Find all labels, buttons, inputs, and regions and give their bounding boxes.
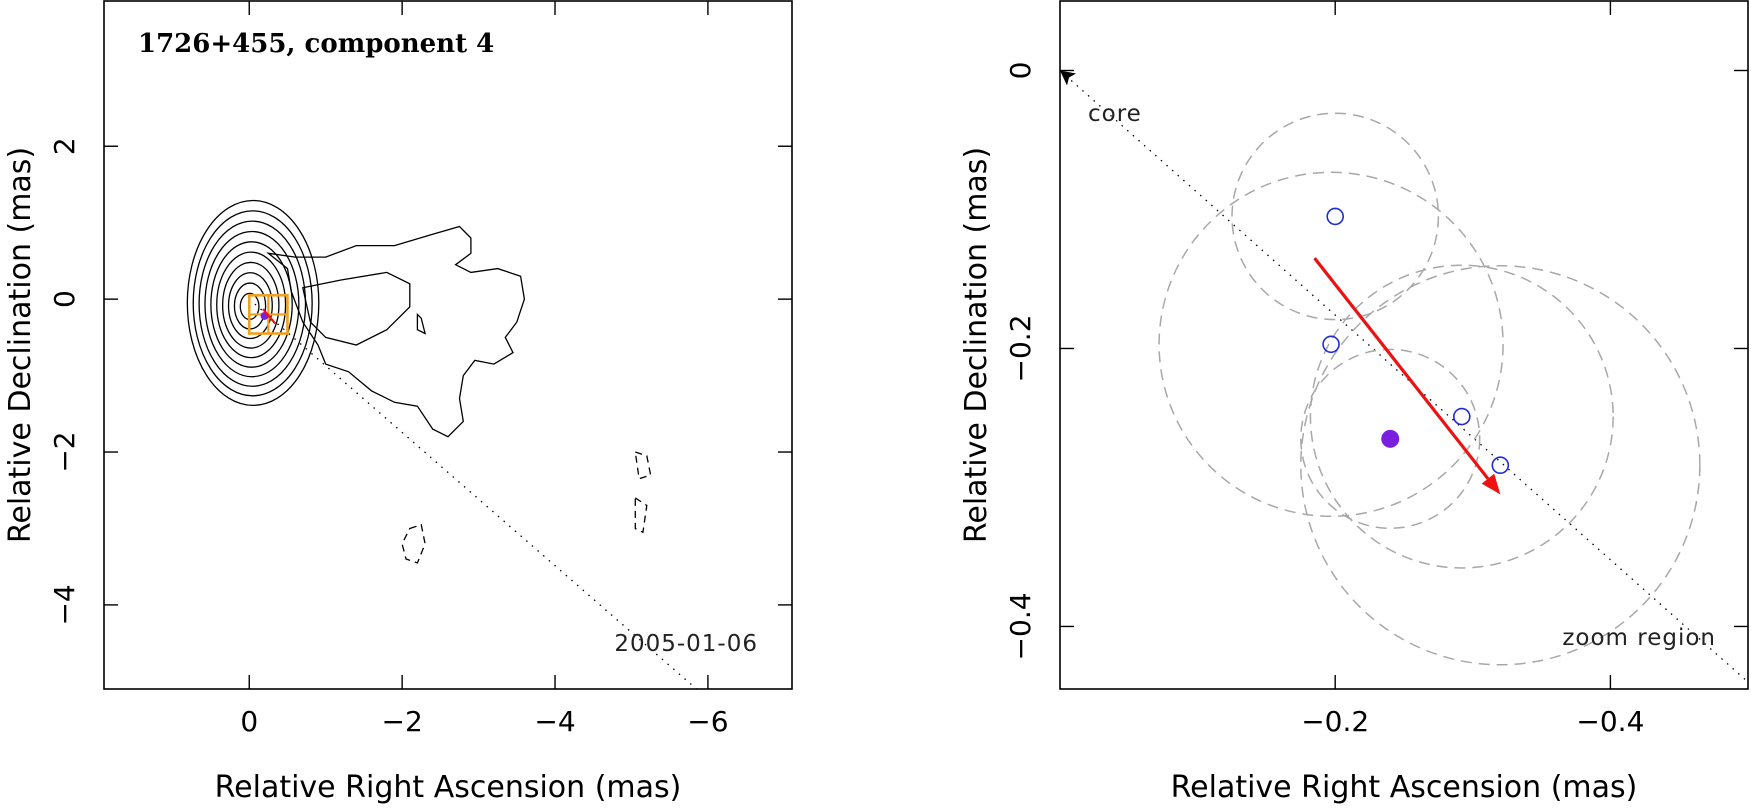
motion-vector-arrowhead [1481,473,1501,495]
right-y-tick-labels: 0 −0.2 −0.4 [1004,62,1037,661]
left-plot-frame [103,0,793,690]
jet-contour [266,225,526,438]
right-x-tick-label: −0.2 [1301,705,1369,738]
core-label: core [1088,101,1142,127]
mini-motion-vector [262,308,277,325]
jet-contour-inner [302,271,411,346]
zoom-region-label: zoom region [1562,625,1716,651]
right-y-axis-label: Relative Declination (mas) [959,147,994,543]
component-position-point [1322,335,1340,354]
left-y-tick-label: 2 [48,137,81,155]
core-contour [186,199,320,407]
right-axis-ticks [1060,1,1748,689]
contour-lines [186,199,652,564]
left-x-tick-label: −2 [381,705,422,738]
left-x-tick-label: −6 [687,705,728,738]
left-x-tick-labels: 0 −2 −4 −6 [240,705,728,738]
position-error-circle [1158,171,1504,518]
motion-vector [1313,257,1490,480]
core-contour [198,220,307,387]
right-x-axis-label: Relative Right Ascension (mas) [1171,770,1638,805]
jet-axis-line [1059,70,1749,683]
core-contour [216,251,287,359]
component-position-point [1326,207,1344,226]
right-y-tick-label: 0 [1004,62,1037,80]
left-overlay [247,294,697,690]
right-y-tick-label: −0.4 [1004,592,1037,660]
zoom-marks [1059,70,1749,683]
right-plot-frame [1059,0,1749,690]
epoch-date-label: 2005-01-06 [614,631,758,657]
core-contour [204,230,300,378]
left-y-tick-labels: 2 0 −2 −4 [48,137,81,625]
negative-contour [401,523,426,564]
position-error-circle [1309,264,1614,569]
right-x-tick-label: −0.4 [1576,705,1644,738]
left-x-axis-label: Relative Right Ascension (mas) [215,770,682,805]
left-x-tick-label: −4 [534,705,575,738]
right-y-tick-label: −0.2 [1004,314,1037,382]
component-position-point [1491,456,1510,475]
position-error-circle [1231,112,1440,321]
left-y-tick-label: −4 [48,584,81,625]
core-direction-arrowhead [1060,70,1076,86]
zoom-panel: −0.2 −0.4 0 −0.2 −0.4 core zoom region Rela… [959,0,1749,805]
core-contour [227,272,273,340]
core-contour [210,241,293,368]
map-title: 1726+455, component 4 [138,29,494,59]
negative-contour [634,451,652,480]
jet-axis-line [248,298,697,690]
core-contour [221,261,280,349]
position-error-circle [1300,348,1481,530]
core-contour [192,210,313,397]
jet-contour-knot [416,312,427,335]
left-y-tick-label: −2 [48,431,81,472]
left-y-axis-label: Relative Declination (mas) [3,147,38,543]
left-axis-ticks [104,1,792,689]
right-x-tick-labels: −0.2 −0.4 [1301,705,1644,738]
component-position-point [1452,407,1471,426]
mean-position-point [1381,429,1400,448]
negative-contour [634,496,648,534]
left-x-tick-label: 0 [240,705,258,738]
position-error-circle [1300,264,1701,666]
left-y-tick-label: 0 [48,290,81,308]
contour-map-panel: 0 −2 −4 −6 2 0 −2 −4 1726+455, component 4 200… [3,0,793,805]
